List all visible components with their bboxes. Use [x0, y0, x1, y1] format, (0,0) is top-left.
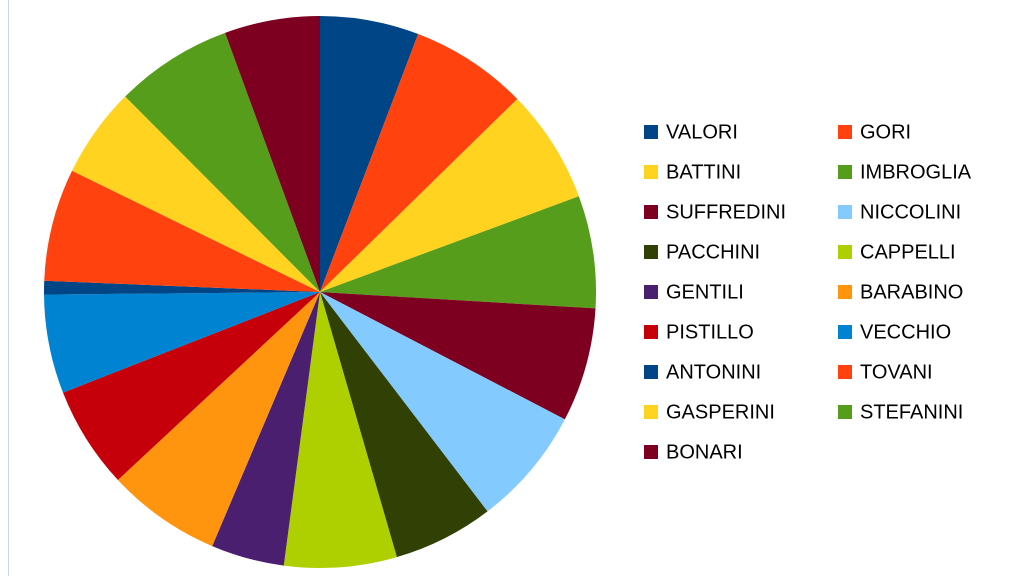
legend-swatch	[644, 165, 658, 179]
pie-slice	[320, 196, 596, 309]
legend-swatch	[644, 325, 658, 339]
pie-slice	[320, 98, 579, 292]
legend-label: GENTILI	[666, 281, 744, 303]
legend-swatch	[644, 445, 658, 459]
pie-slice	[320, 292, 596, 420]
pie-slice	[125, 32, 320, 292]
legend-label: PACCHINI	[666, 241, 760, 263]
legend-label: ANTONINI	[666, 361, 761, 383]
pie-slice	[320, 16, 419, 292]
legend-label: SUFFREDINI	[666, 201, 786, 223]
legend-label: NICCOLINI	[860, 201, 961, 223]
pie-slice	[117, 292, 320, 547]
pie-slice	[44, 170, 321, 292]
legend-swatch	[644, 365, 658, 379]
legend-swatch	[644, 405, 658, 419]
legend-swatch	[838, 165, 852, 179]
legend-swatch	[644, 245, 658, 259]
pie-slice	[320, 292, 565, 512]
legend-label: GORI	[860, 121, 911, 143]
pie-slice	[212, 292, 320, 566]
legend-label: CAPPELLI	[860, 241, 956, 263]
legend-swatch	[838, 325, 852, 339]
legend-swatch	[838, 125, 852, 139]
pie-slice	[72, 96, 320, 292]
legend-label: VALORI	[666, 121, 738, 143]
pie-slice	[283, 292, 397, 568]
legend-label: BARABINO	[860, 281, 963, 303]
legend-label: VECCHIO	[860, 321, 951, 343]
legend-swatch	[838, 365, 852, 379]
legend-label: GASPERINI	[666, 401, 775, 423]
legend-swatch	[838, 285, 852, 299]
pie-slice	[225, 16, 320, 292]
pie-slice	[44, 280, 321, 295]
pie-slice	[320, 34, 518, 293]
legend-label: BONARI	[666, 441, 743, 463]
legend-swatch	[644, 285, 658, 299]
legend-swatch	[644, 205, 658, 219]
legend-swatch	[838, 405, 852, 419]
legend-label: TOVANI	[860, 361, 933, 383]
legend-label: BATTINI	[666, 161, 741, 183]
pie-slice	[320, 292, 488, 558]
pie-slice	[44, 292, 321, 393]
pie-slice	[62, 292, 321, 480]
legend-swatch	[838, 245, 852, 259]
legend-label: PISTILLO	[666, 321, 754, 343]
legend-swatch	[644, 125, 658, 139]
legend-label: STEFANINI	[860, 401, 963, 423]
legend-swatch	[838, 205, 852, 219]
legend-label: IMBROGLIA	[860, 161, 972, 183]
